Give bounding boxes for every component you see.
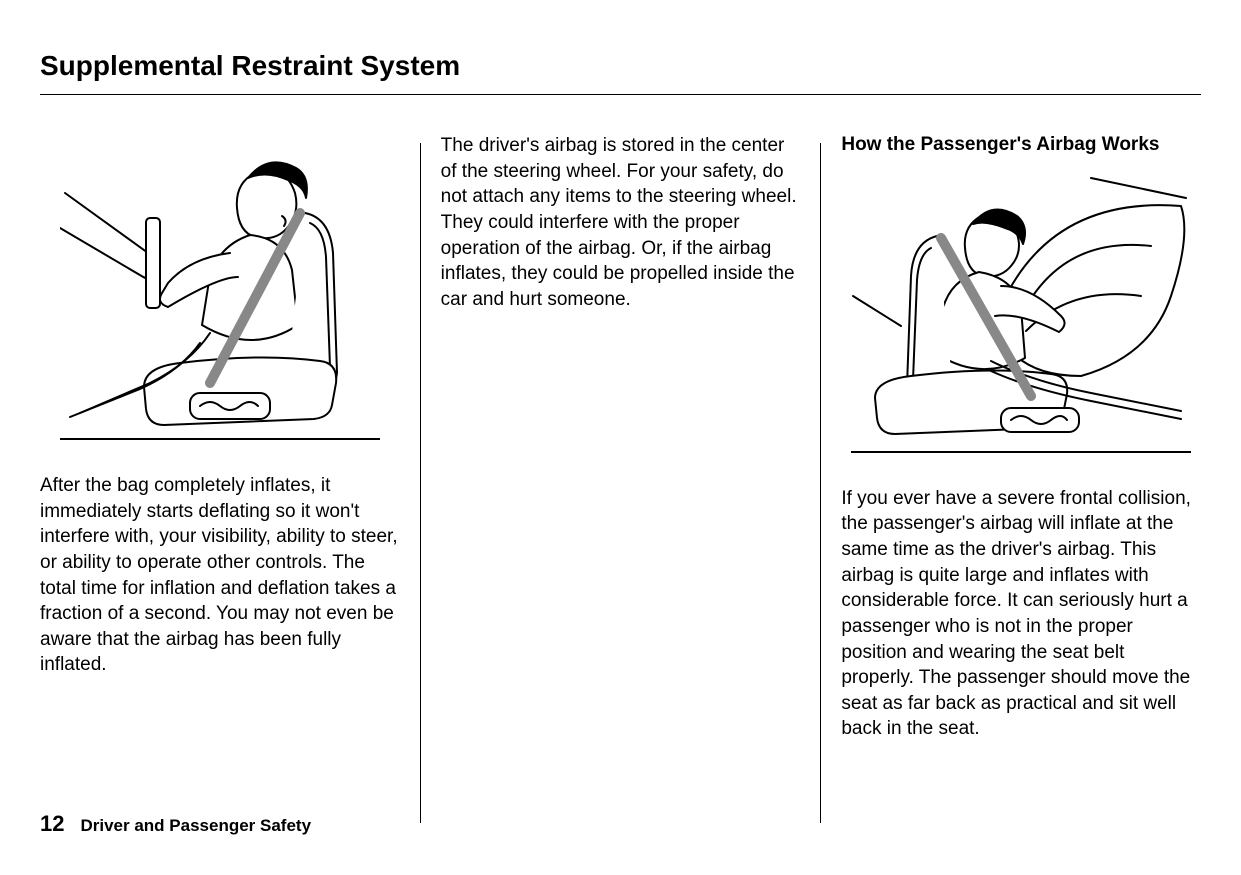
col1-paragraph: After the bag completely inflates, it im…: [40, 473, 400, 678]
page-title: Supplemental Restraint System: [40, 50, 1201, 82]
col2-paragraph: The driver's airbag is stored in the cen…: [441, 133, 801, 312]
driver-seated-icon: [60, 143, 380, 443]
col3-heading: How the Passenger's Airbag Works: [841, 133, 1201, 158]
column-right: How the Passenger's Airbag Works: [821, 133, 1201, 833]
page-number: 12: [40, 811, 64, 837]
content-columns: After the bag completely inflates, it im…: [40, 133, 1201, 833]
page-footer: 12 Driver and Passenger Safety: [40, 811, 311, 837]
title-divider: [40, 94, 1201, 95]
section-label: Driver and Passenger Safety: [80, 816, 311, 836]
col3-paragraph: If you ever have a severe frontal collis…: [841, 486, 1201, 742]
column-left: After the bag completely inflates, it im…: [40, 133, 420, 793]
passenger-airbag-illustration: [841, 176, 1201, 456]
column-middle: The driver's airbag is stored in the cen…: [421, 133, 821, 793]
passenger-airbag-icon: [851, 176, 1191, 456]
driver-illustration: [40, 143, 400, 443]
